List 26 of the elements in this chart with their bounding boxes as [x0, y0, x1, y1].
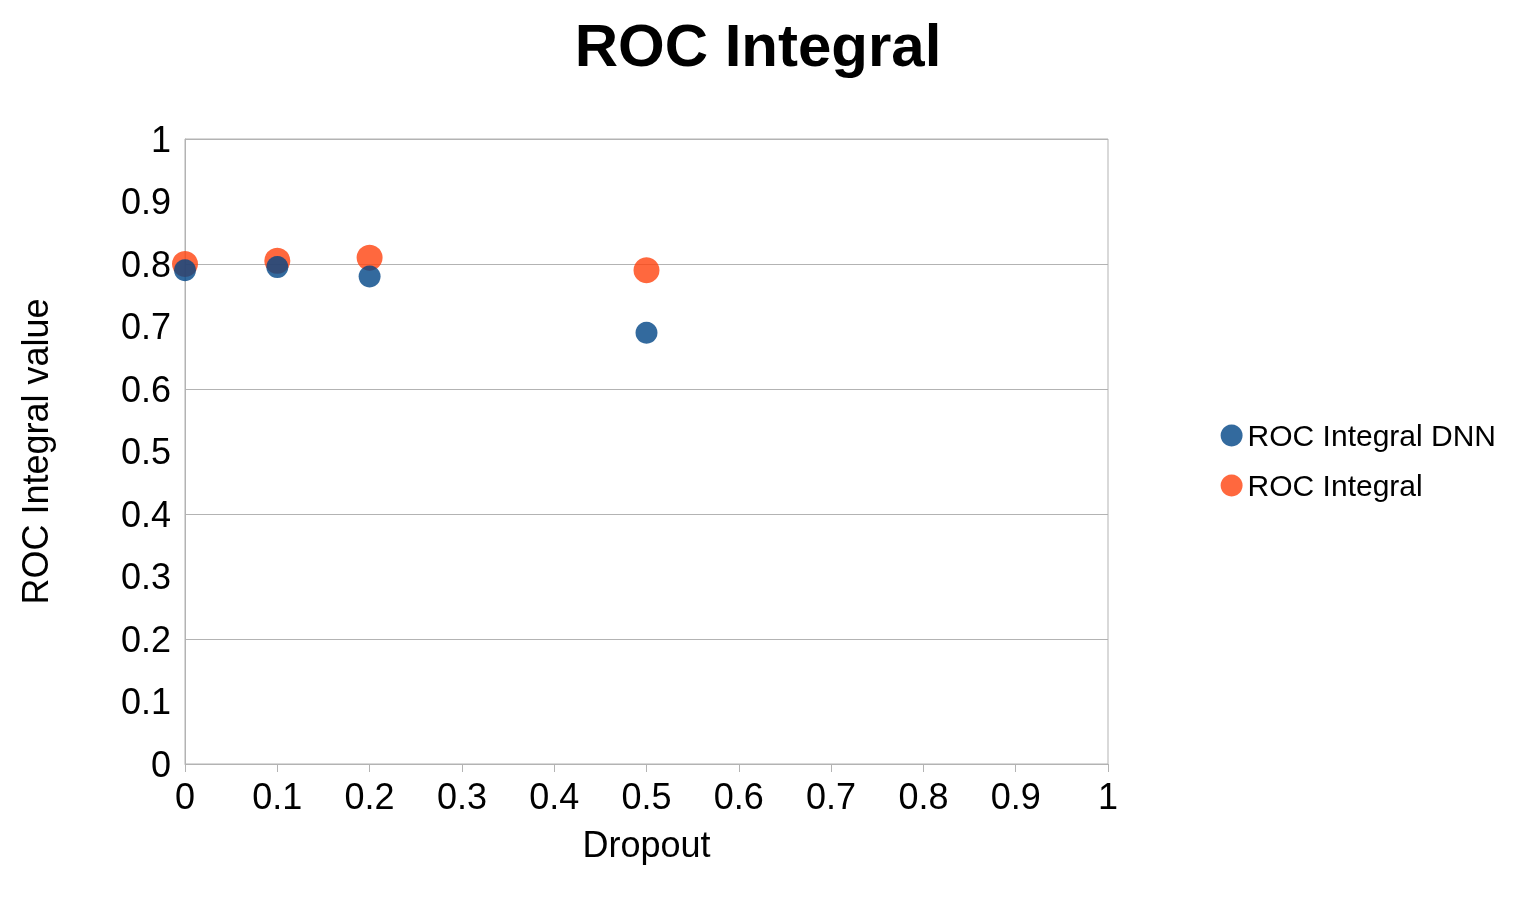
y-tick-label: 0.7	[120, 306, 171, 347]
y-tick-label: 0.6	[120, 368, 171, 410]
x-tick-label: 0.3	[436, 775, 487, 817]
y-tick-label: 0.9	[120, 181, 171, 222]
y-axis-title: ROC Integral value	[14, 298, 56, 605]
legend-label: ROC Integral	[1247, 469, 1423, 502]
x-tick-label: 0.2	[344, 775, 395, 817]
x-tick-label: 0.6	[713, 775, 764, 817]
x-tick-label: 0.9	[990, 775, 1041, 817]
x-tick-label: 0.4	[529, 775, 580, 817]
x-tick-label: 0.7	[806, 775, 857, 817]
chart-title: ROC Integral	[574, 11, 942, 79]
y-tick-label: 0.3	[120, 556, 171, 597]
y-tick-label: 0.8	[120, 243, 171, 285]
y-tick-label: 0.2	[120, 618, 171, 660]
x-tick-label: 0.5	[621, 775, 672, 817]
y-tick-label: 0.1	[120, 681, 171, 722]
y-tick-label: 1	[150, 118, 171, 160]
y-tick-label: 0.4	[120, 493, 171, 535]
legend-label: ROC Integral DNN	[1247, 419, 1497, 452]
x-tick-label: 0.1	[252, 775, 303, 817]
x-tick-label: 0.8	[898, 775, 949, 817]
x-axis-title: Dropout	[582, 823, 711, 865]
y-tick-label: 0.5	[120, 431, 171, 472]
x-tick-label: 1	[1097, 775, 1119, 817]
y-tick-label: 0	[150, 743, 171, 785]
